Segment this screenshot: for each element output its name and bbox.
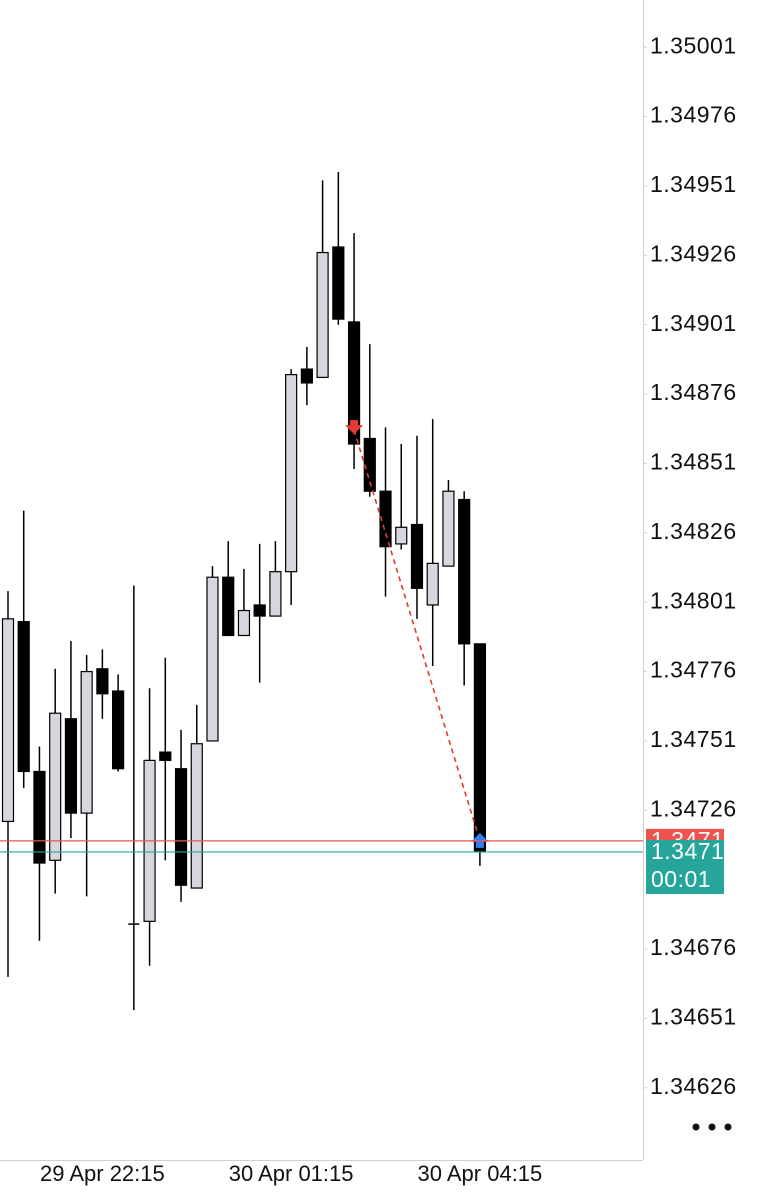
y-tick-label: 1.34651 [650,1004,737,1030]
candle-body [33,770,46,864]
y-tick-label: 1.34976 [650,102,737,128]
candle-body [410,523,424,589]
y-tick-label: 1.34801 [650,587,737,613]
candle-body [347,321,361,445]
candle-body [395,526,408,545]
candle-body [379,490,392,548]
y-tick-label: 1.35001 [650,32,737,58]
candle-body [222,576,235,637]
candle-body [206,576,219,742]
y-tick-label: 1.34726 [650,795,737,821]
y-tick-label: 1.34876 [650,379,737,405]
candle-body [300,368,313,384]
candle-body [112,690,125,770]
y-tick-label: 1.34626 [650,1073,737,1099]
menu-dot [708,1123,716,1131]
y-tick-label: 1.34901 [650,310,737,336]
candle-body [80,670,93,814]
candle-body [96,668,109,695]
y-tick-label: 1.34851 [650,449,737,475]
more-menu[interactable] [692,1123,732,1131]
menu-dot [724,1123,732,1131]
y-tick-label: 1.34826 [650,518,737,544]
y-tick-label: 1.34751 [650,726,737,752]
candle-body [269,571,282,617]
candle-body [426,562,439,606]
candle-body [253,604,266,617]
y-tick-label: 1.34776 [650,657,737,683]
candle-body [332,246,345,320]
candle-body [190,743,203,889]
x-tick-label: 30 Apr 01:15 [229,1161,354,1186]
price-label-box [646,839,724,894]
candle-body [49,712,62,861]
candle-body [285,374,298,573]
candle-body [458,498,471,645]
candle-body [64,718,78,814]
menu-dot [692,1123,700,1131]
candle-body [174,768,188,886]
candle-body [1,618,15,823]
x-tick-label: 30 Apr 04:15 [418,1161,543,1186]
sell-arrow [345,420,364,435]
candle-body [473,643,486,853]
candle-body [442,490,455,567]
candle-body [316,251,329,379]
price-label: 1.34711 [651,838,736,864]
countdown-label: 00:01 [651,866,711,892]
y-tick-label: 1.34926 [650,240,737,266]
x-tick-label: 29 Apr 22:15 [40,1161,165,1186]
candle-body [159,751,172,761]
y-tick-label: 1.34676 [650,934,737,960]
y-tick-label: 1.34951 [650,171,737,197]
candle-body [237,609,251,637]
candle-body [17,621,30,773]
